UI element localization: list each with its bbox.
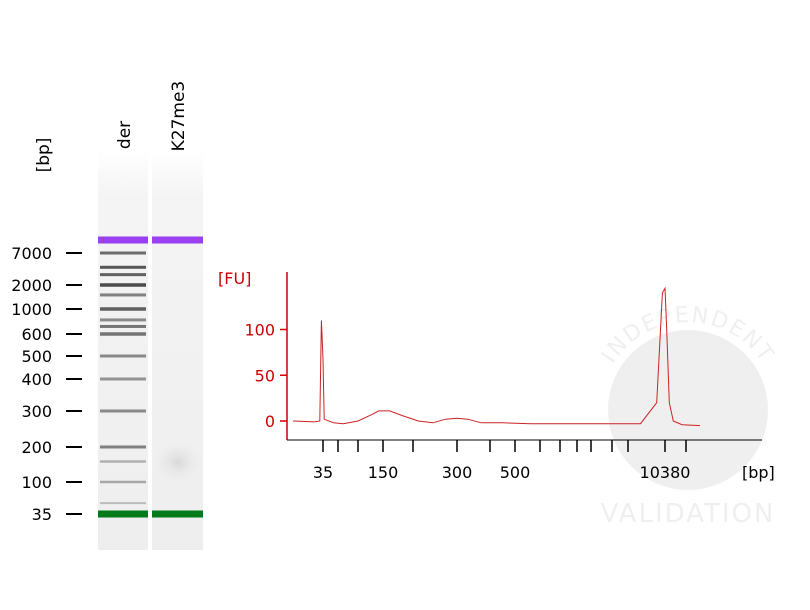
watermark-disc [608,330,768,490]
sample-smear [152,440,204,484]
gel-tick-label: 300 [21,402,52,421]
validation-watermark: INDEPENDENT VALIDATION [597,303,777,529]
y-tick-group: 0 50 100 [244,321,287,431]
gel-tick-label: 100 [21,473,52,492]
ladder-band [100,293,146,297]
gel-unit-label: [bp] [34,138,54,173]
ladder-band [100,283,146,287]
ladder-lower-marker [98,510,148,518]
y-tick-label: 0 [265,412,275,431]
trace-line [292,286,701,427]
ladder-band [100,460,146,463]
x-tick-label: 35 [313,463,333,482]
x-axis-label: [bp] [742,463,775,482]
sample-upper-marker [152,236,203,244]
watermark-bottom-text: VALIDATION [601,499,776,529]
ladder-band [100,502,146,505]
ladder-upper-marker [98,236,148,244]
ladder-band [100,251,146,255]
ladder-band [100,354,146,358]
x-tick-label: 150 [368,463,399,482]
gel-tick-label: 500 [21,347,52,366]
ladder-lane [98,150,148,550]
gel-tick-label: 35 [32,505,52,524]
gel-tick-label: 1000 [11,300,52,319]
sample-lower-marker [152,510,203,518]
ladder-band [100,480,146,484]
y-tick-label: 100 [244,321,275,340]
ladder-band [100,332,146,336]
electropherogram: [FU] [bp] 0 50 100 35 150 300 500 10380 [218,269,775,482]
ladder-band [100,409,146,413]
x-tick-label: 10380 [640,463,691,482]
x-tick-label: 300 [442,463,473,482]
y-axis-label: [FU] [218,269,251,288]
y-tick-label: 50 [255,366,275,385]
gel-tick-label: 7000 [11,244,52,263]
series-layer [292,286,701,427]
gel-tick-label: 600 [21,325,52,344]
ladder-band [100,307,146,311]
gel-tick-label: 400 [21,370,52,389]
gel-tick-label: 2000 [11,276,52,295]
x-tick-label: 500 [500,463,531,482]
gel-tick-label: 200 [21,438,52,457]
ladder-band [100,377,146,381]
ladder-band [100,324,146,328]
sample-lane [152,150,203,550]
gel-tick-group: 7000 2000 1000 600 500 400 300 200 100 35 [11,244,82,524]
ladder-band [100,318,146,322]
ladder-band [100,273,146,277]
sample-band-group [152,236,204,518]
x-tick-group: 35 150 300 500 10380 [313,440,691,482]
gel-panel: [bp] ladder H3K27me3 7000200010006005004… [11,81,204,550]
ladder-band [100,445,146,449]
ladder-band [100,265,146,269]
ladder-band-group [98,236,148,518]
